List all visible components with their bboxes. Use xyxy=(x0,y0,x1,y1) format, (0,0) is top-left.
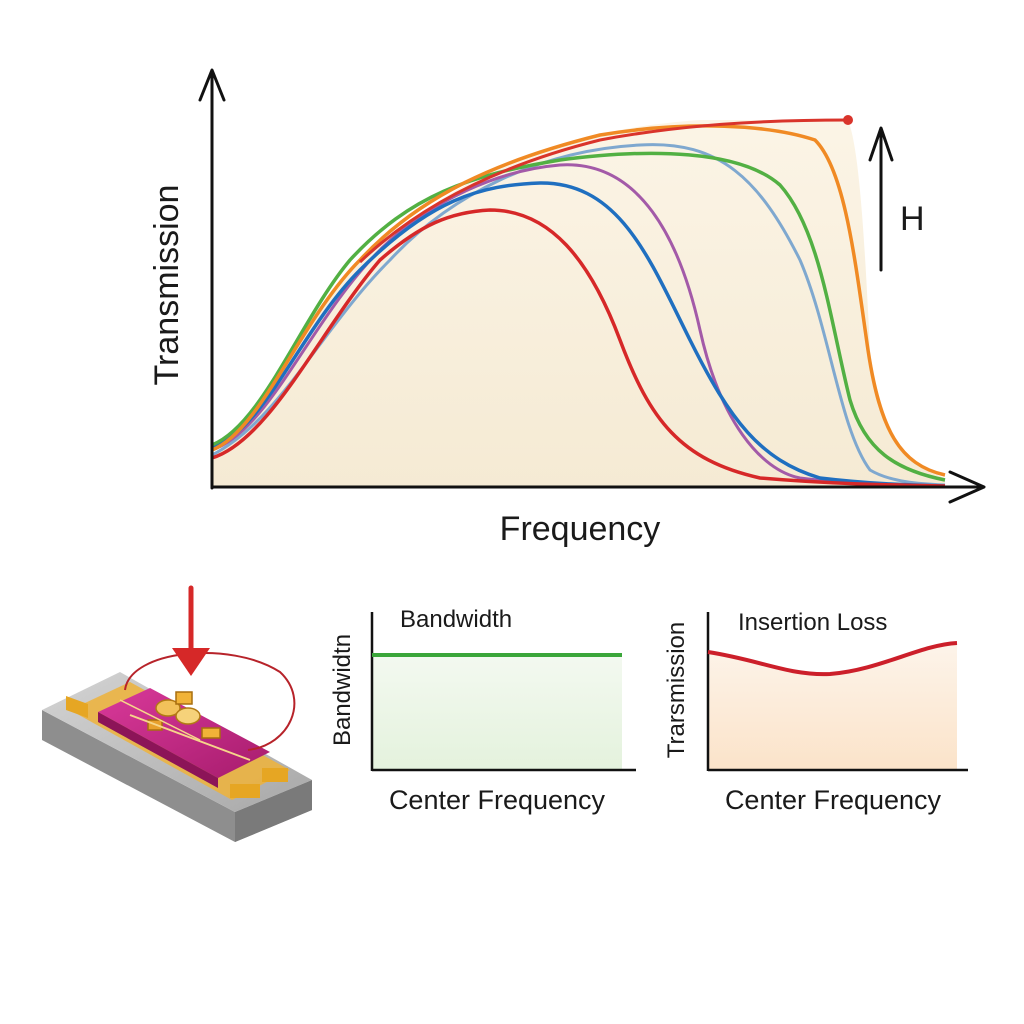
main-plot-fill-area xyxy=(212,120,945,487)
main-axes xyxy=(198,68,986,504)
pad-right-bottom xyxy=(230,784,260,798)
component-4 xyxy=(201,727,221,739)
insertion-loss-fill xyxy=(708,643,957,770)
component-2 xyxy=(175,707,201,725)
curve-top-envelope xyxy=(358,118,849,264)
pad-right-top xyxy=(262,768,288,782)
wire-loop xyxy=(124,651,296,751)
substrate-front xyxy=(235,780,312,842)
curve-blue xyxy=(211,181,946,488)
incident-beam-arrowhead xyxy=(172,648,210,676)
bandwidth-plot: Bandwidth Bandwidtn Center Frequency xyxy=(329,606,636,815)
insertion-loss-line xyxy=(707,641,958,677)
curve-red xyxy=(211,208,946,488)
curve-green xyxy=(211,151,946,482)
main-x-axis-label: Frequency xyxy=(500,510,661,548)
bandwidth-x-axis-label: Center Frequency xyxy=(389,785,606,815)
chip-components xyxy=(119,691,251,761)
pad-left xyxy=(66,696,88,719)
device-illustration xyxy=(42,585,312,842)
trace-1 xyxy=(129,714,251,761)
bandwidth-title: Bandwidth xyxy=(400,606,512,633)
insertion-loss-title: Insertion Loss xyxy=(738,609,887,636)
h-field-arrowhead xyxy=(868,126,894,162)
component-3 xyxy=(175,691,193,705)
main-plot: Transmission Frequency H xyxy=(148,68,986,548)
trace-2 xyxy=(119,699,201,741)
main-y-axis-label: Transmission xyxy=(148,185,186,386)
insertion-loss-x-axis-label: Center Frequency xyxy=(725,785,942,815)
chip-side xyxy=(98,712,218,788)
y-axis-arrowhead xyxy=(198,68,226,102)
x-axis-arrowhead xyxy=(948,470,986,504)
bandwidth-fill xyxy=(372,655,622,770)
component-1 xyxy=(155,699,181,717)
bandwidth-y-axis-label: Bandwidtn xyxy=(329,634,356,746)
transmission-curves xyxy=(211,115,946,488)
curve-purple xyxy=(211,163,946,488)
curve-end-marker xyxy=(843,115,853,125)
h-field-label: H xyxy=(900,200,925,238)
insertion-loss-y-axis-label: Trarsmission xyxy=(663,622,690,758)
curve-light-blue xyxy=(211,143,946,487)
insertion-loss-plot: Insertion Loss Trarsmission Center Frequ… xyxy=(663,609,968,815)
